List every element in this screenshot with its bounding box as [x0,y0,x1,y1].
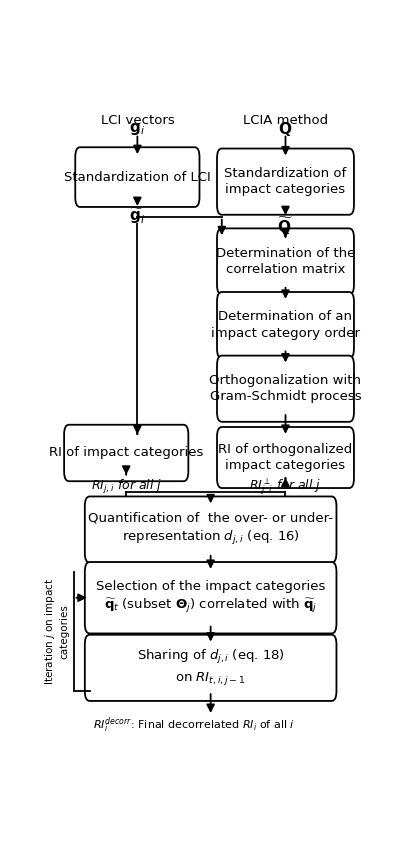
FancyBboxPatch shape [85,635,337,701]
Text: Orthogonalization with
Gram-Schmidt process: Orthogonalization with Gram-Schmidt proc… [210,374,362,404]
FancyBboxPatch shape [217,292,354,358]
FancyBboxPatch shape [217,356,354,422]
Text: LCI vectors: LCI vectors [101,114,174,127]
Text: Sharing of $d_{j,i}$ (eq. 18)
on $RI_{t,i,j-1}$: Sharing of $d_{j,i}$ (eq. 18) on $RI_{t,… [137,648,284,687]
Text: Quantification of  the over- or under-
representation $d_{j,i}$ (eq. 16): Quantification of the over- or under- re… [88,512,333,547]
FancyBboxPatch shape [85,497,337,562]
FancyBboxPatch shape [217,427,354,488]
Text: $\widetilde{\mathbf{Q}}$: $\widetilde{\mathbf{Q}}$ [277,215,293,237]
Text: $RI_i^{decorr}$: Final decorrelated $RI_i$ of all $i$: $RI_i^{decorr}$: Final decorrelated $RI_… [93,716,295,735]
FancyBboxPatch shape [64,425,188,481]
Text: Selection of the impact categories
$\widetilde{\mathbf{q}}_t$ (subset $\boldsymb: Selection of the impact categories $\wid… [96,580,326,615]
Text: LCIA method: LCIA method [243,114,328,127]
Text: RI of orthogonalized
impact categories: RI of orthogonalized impact categories [218,443,353,472]
Text: Standardization of LCI: Standardization of LCI [64,170,211,184]
FancyBboxPatch shape [217,148,354,215]
Text: Determination of the
correlation matrix: Determination of the correlation matrix [216,247,355,277]
FancyBboxPatch shape [85,562,337,633]
Text: Iteration $j$ on impact
categories: Iteration $j$ on impact categories [43,577,69,685]
Text: $\mathbf{Q}$: $\mathbf{Q}$ [278,120,293,138]
Text: $\mathbf{g}_i$: $\mathbf{g}_i$ [129,121,145,137]
Text: RI of impact categories: RI of impact categories [49,447,203,459]
Text: Standardization of
impact categories: Standardization of impact categories [224,167,346,196]
FancyBboxPatch shape [217,228,354,294]
Text: $RI_{j,i}$ for all $j$: $RI_{j,i}$ for all $j$ [90,478,162,496]
Text: Determination of an
impact category order: Determination of an impact category orde… [211,310,360,340]
Text: $RI^{\perp}_{j,i}$ for all $j$: $RI^{\perp}_{j,i}$ for all $j$ [249,476,321,497]
FancyBboxPatch shape [75,148,199,207]
Text: $\widetilde{\mathbf{g}}_i$: $\widetilde{\mathbf{g}}_i$ [129,207,145,227]
